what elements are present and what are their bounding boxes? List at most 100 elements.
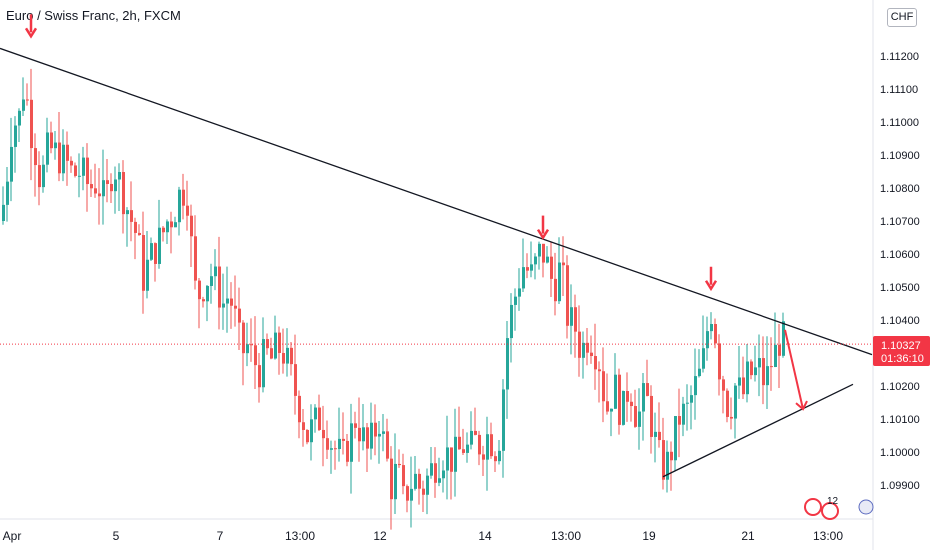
events-badges[interactable]: 12 [804, 496, 874, 520]
down-arrow-head [704, 280, 718, 292]
candle-body [234, 305, 237, 309]
candle-body [534, 256, 537, 265]
candle-body [222, 303, 225, 308]
candle [10, 117, 13, 202]
price-tag-countdown: 01:36:10 [881, 353, 924, 365]
candle [206, 284, 209, 322]
candle-body [774, 344, 777, 367]
candle-body [542, 243, 545, 263]
candle [478, 430, 481, 466]
candle-body [762, 358, 765, 386]
candle [74, 162, 77, 178]
candle-body [622, 391, 625, 425]
price-tick-label: 1.10200 [880, 381, 920, 393]
candle [218, 236, 221, 330]
price-axis[interactable]: 1.11200 1.11100 1.11000 1.10900 1.10800 1.107… [880, 51, 920, 492]
candle-body [238, 308, 241, 323]
candle [378, 421, 381, 464]
candle-body [290, 347, 293, 365]
candle [674, 415, 677, 471]
candle-body [370, 422, 373, 449]
candle [750, 359, 753, 380]
candle-body [18, 110, 21, 126]
candle-body [366, 427, 369, 449]
candle-body [102, 180, 105, 197]
candle [578, 305, 581, 377]
candle [394, 433, 397, 515]
candle [426, 468, 429, 515]
candle [6, 167, 9, 222]
candle-body [214, 266, 217, 277]
candle-body [254, 345, 257, 366]
candle-body [70, 160, 73, 166]
candle [698, 349, 701, 378]
candle-body [58, 142, 61, 174]
candle [738, 345, 741, 399]
candle-body [46, 132, 49, 165]
price-tick-label: 1.10700 [880, 216, 920, 228]
candle [602, 347, 605, 423]
candle-body [90, 184, 93, 189]
candle [770, 337, 773, 391]
candle [742, 356, 745, 400]
candle [618, 368, 621, 435]
candle-body [226, 298, 229, 304]
price-tag-price: 1.10327 [881, 340, 921, 352]
candle [198, 278, 201, 329]
candle-body [346, 440, 349, 462]
candle-body [2, 204, 5, 221]
candle [66, 131, 69, 186]
candle-body [126, 210, 129, 215]
price-tick-label: 1.10500 [880, 282, 920, 294]
candle [610, 408, 613, 437]
candle [746, 343, 749, 403]
candle [642, 373, 645, 441]
currency-button[interactable]: CHF [887, 8, 917, 27]
candle-body [258, 365, 261, 388]
candle [474, 407, 477, 436]
candle [546, 246, 549, 264]
candle-body [730, 416, 733, 419]
candle-body [210, 276, 213, 286]
candle-body [662, 440, 665, 480]
candle-body [198, 280, 201, 300]
candle [726, 388, 729, 423]
time-axis[interactable]: Apr 5 7 13:00 12 14 13:00 19 21 13:00 [3, 529, 844, 543]
candle-body [550, 256, 553, 279]
price-tick-label: 1.11200 [880, 51, 919, 63]
candle [134, 217, 137, 260]
candle [430, 447, 433, 479]
candle [590, 335, 593, 364]
time-tick-label: 5 [113, 529, 120, 543]
candle [70, 156, 73, 173]
price-tick-label: 1.10900 [880, 150, 920, 162]
candle-body [646, 383, 649, 396]
candle-body [130, 210, 133, 222]
candle-body [758, 358, 761, 368]
candle-body [650, 395, 653, 437]
candle [54, 130, 57, 160]
candle [434, 447, 437, 498]
candle-body [134, 221, 137, 233]
price-tick-label: 1.10000 [880, 447, 920, 459]
time-tick-label: Apr [3, 529, 22, 543]
forecast-arrow-shaft [784, 329, 804, 410]
chart-title: Euro / Swiss Franc, 2h, FXCM [6, 8, 181, 23]
candle-body [450, 447, 453, 472]
candle-body [318, 407, 321, 430]
candle-body [146, 259, 149, 291]
candle [418, 468, 421, 505]
candle-body [754, 367, 757, 376]
candle [282, 328, 285, 374]
candle-body [670, 451, 673, 461]
candle [530, 241, 533, 278]
candle-body [150, 243, 153, 260]
candle-body [778, 344, 781, 356]
candle [446, 415, 449, 500]
candle-body [766, 366, 769, 386]
candle [706, 316, 709, 361]
candle [634, 389, 637, 428]
candle-body [426, 475, 429, 495]
candle [170, 211, 173, 254]
